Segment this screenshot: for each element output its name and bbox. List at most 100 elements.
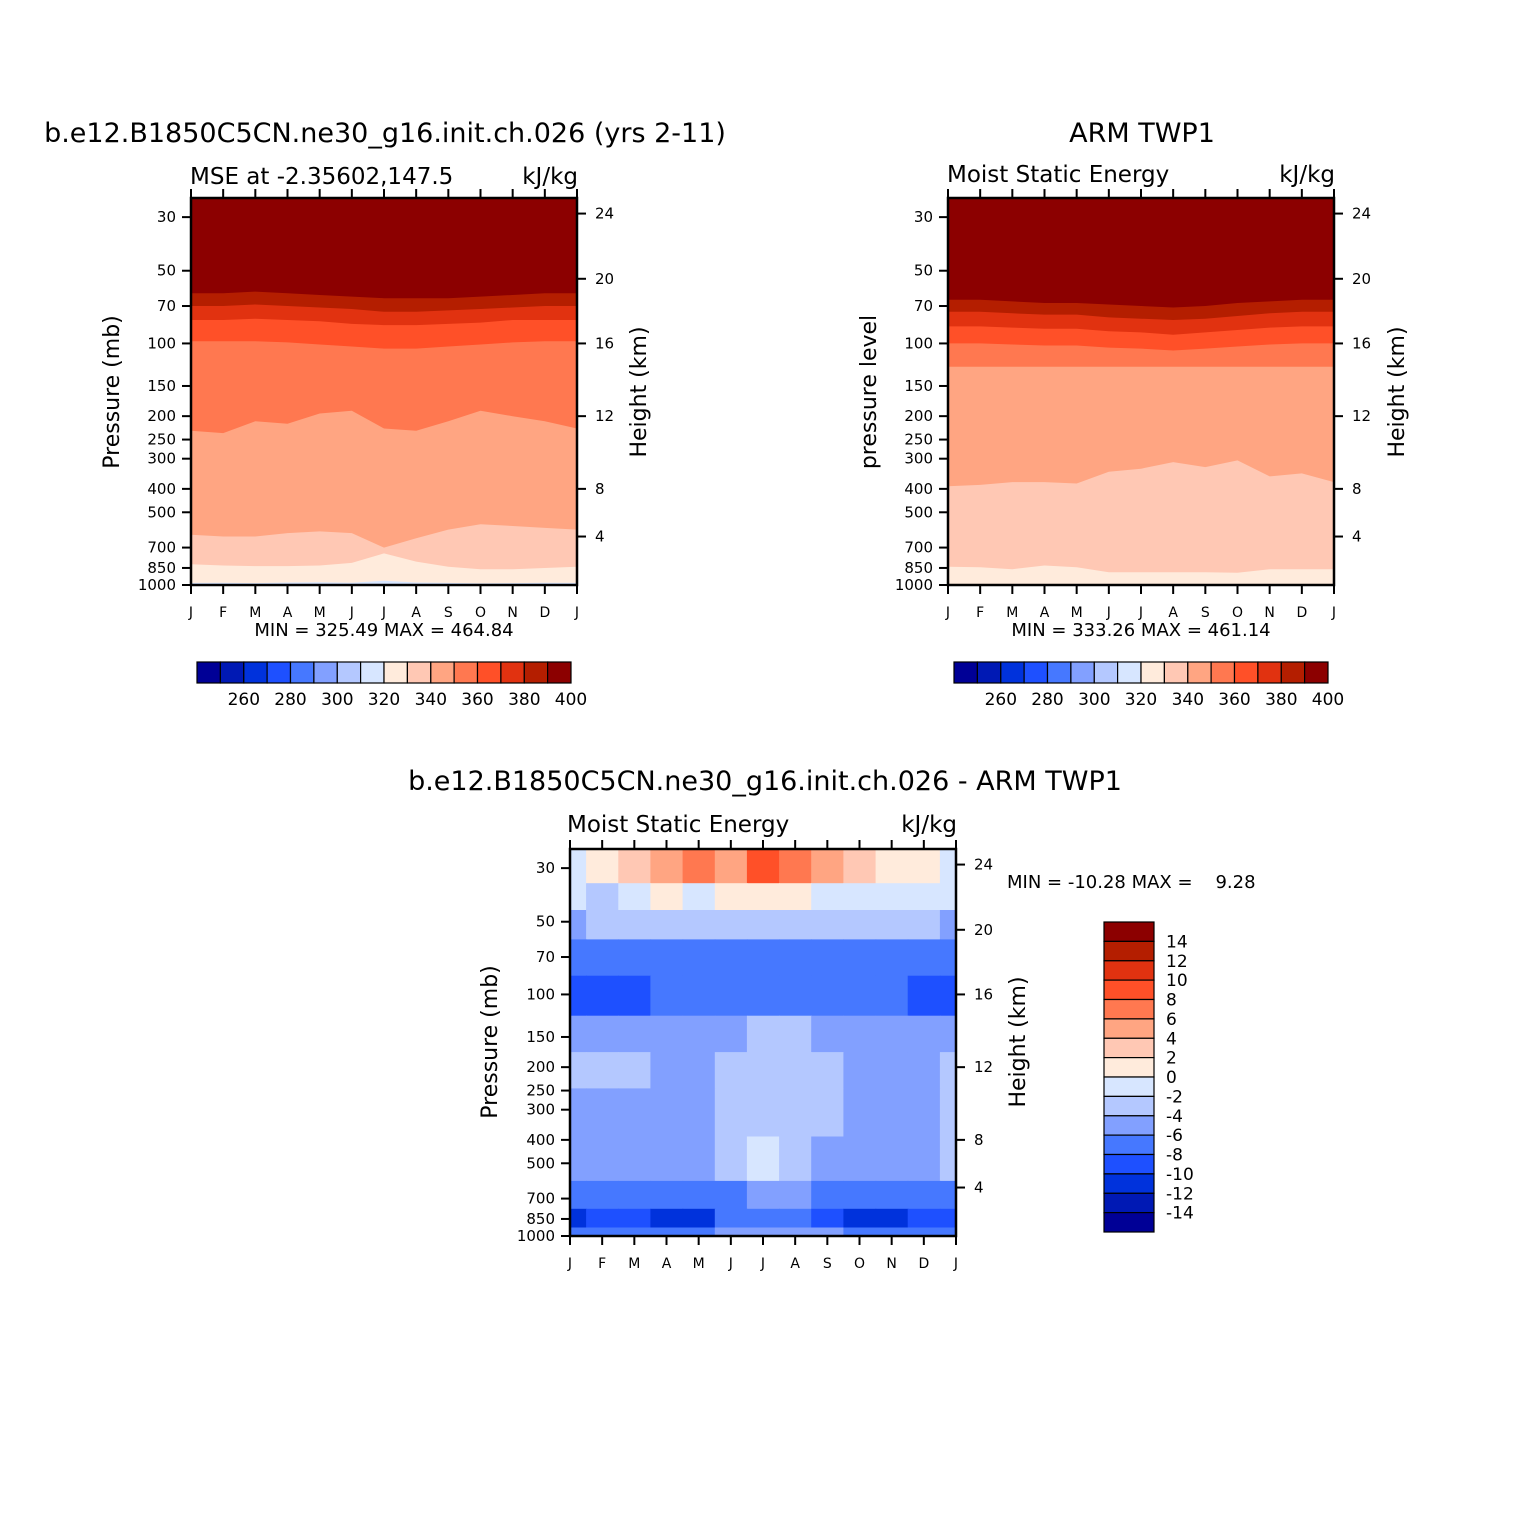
panel-diff-units: kJ/kg (901, 812, 957, 838)
diff-cell (907, 975, 941, 1017)
diff-cell (843, 1052, 877, 1090)
diff-cell (650, 975, 684, 1017)
colorbar-label: 300 (1078, 690, 1110, 710)
diff-cell (811, 1015, 844, 1053)
diff-cell (586, 1136, 619, 1182)
colorbar-swatch (1103, 1192, 1155, 1214)
colorbar-swatch (430, 661, 455, 684)
diff-cell (682, 910, 716, 940)
x-tick-label: J (953, 1256, 958, 1272)
diff-cell (843, 1180, 877, 1210)
diff-cell (570, 1015, 587, 1053)
y-tick-label: 700 (904, 539, 933, 557)
y-tick-label: 850 (526, 1210, 555, 1228)
colorbar-swatch (1303, 661, 1329, 684)
colorbar-label: -12 (1166, 1184, 1194, 1204)
x-tick-label: J (1331, 605, 1336, 621)
panel-model-y-label: Pressure (mb) (100, 315, 125, 469)
x-tick-label: O (1232, 605, 1243, 621)
x-tick-label: F (976, 605, 984, 621)
diff-cell (843, 975, 877, 1017)
colorbar-label: -6 (1166, 1126, 1183, 1146)
diff-cell (586, 939, 619, 977)
diff-cell (714, 1088, 748, 1138)
x-tick-label: J (574, 605, 579, 621)
diff-cell (907, 883, 941, 911)
diff-cell (570, 1208, 587, 1229)
x-tick-label: A (662, 1256, 672, 1272)
diff-cell (682, 1180, 716, 1210)
x-tick-label: J (349, 605, 354, 621)
diff-cell (875, 975, 909, 1017)
y2-tick-label: 16 (974, 985, 993, 1003)
panel-model-colorbar: 260 280 300 320 340 360 380 400 (196, 661, 587, 710)
diff-cell (907, 1015, 941, 1053)
x-tick-label: S (444, 605, 453, 621)
diff-cell (746, 1052, 780, 1090)
colorbar-swatch (196, 661, 221, 684)
diff-cell (907, 1208, 941, 1229)
diff-cell (907, 1227, 941, 1237)
colorbar-swatch (1103, 921, 1155, 942)
diff-cell (746, 883, 780, 911)
y-tick-label: 850 (147, 559, 176, 577)
panel-model-units: kJ/kg (522, 164, 578, 190)
panel-diff-contour-fill (570, 849, 957, 1237)
diff-cell (650, 883, 684, 911)
diff-cell (907, 849, 941, 884)
diff-cell (570, 939, 587, 977)
diff-cell (875, 883, 909, 911)
diff-cell (682, 1015, 716, 1053)
colorbar-swatch (1103, 1076, 1155, 1097)
colorbar-swatch (1103, 1134, 1155, 1156)
panel-model-title: b.e12.B1850C5CN.ne30_g16.init.ch.026 (yr… (44, 118, 726, 149)
colorbar-label: 380 (508, 690, 540, 710)
y-tick-label: 50 (157, 262, 176, 280)
colorbar-swatch (360, 661, 385, 684)
x-tick-label: J (1138, 605, 1143, 621)
x-tick-label: A (411, 605, 421, 621)
colorbar-swatch (1070, 661, 1095, 684)
diff-cell (650, 939, 684, 977)
diff-cell (650, 1052, 684, 1090)
colorbar-swatch (243, 661, 268, 684)
colorbar-label: 12 (1166, 952, 1188, 972)
panel-diff-subtitle: Moist Static Energy (567, 812, 789, 838)
y-tick-label: 200 (526, 1058, 555, 1076)
diff-cell (570, 1227, 587, 1237)
panel-obs: ARM TWP1 Moist Static Energy kJ/kg 30 50 7… (857, 118, 1410, 710)
colorbar-label: 4 (1166, 1029, 1177, 1049)
diff-cell (746, 849, 780, 884)
x-tick-label: O (475, 605, 486, 621)
diff-cell (939, 1208, 957, 1229)
colorbar-label: 260 (985, 690, 1017, 710)
diff-cell (650, 910, 684, 940)
diff-cell (586, 1088, 619, 1138)
colorbar-swatch (1233, 661, 1259, 684)
colorbar-swatch (1103, 940, 1155, 962)
diff-cell (746, 1180, 780, 1210)
diff-cell (843, 910, 877, 940)
diff-cell (746, 939, 780, 977)
panel-obs-colorbar: 260 280 300 320 340 360 380 400 (953, 661, 1344, 710)
diff-cell (618, 849, 652, 884)
panel-model-subtitle: MSE at -2.35602,147.5 (190, 164, 453, 190)
y-tick-label: 500 (904, 503, 933, 521)
y2-tick-label: 12 (1352, 407, 1371, 425)
y-tick-label: 200 (147, 407, 176, 425)
diff-cell (843, 1208, 877, 1229)
colorbar-label: 340 (415, 690, 447, 710)
y-tick-label: 150 (526, 1028, 555, 1046)
x-tick-label: N (507, 605, 517, 621)
y-tick-label: 400 (147, 480, 176, 498)
diff-cell (843, 1136, 877, 1182)
x-tick-label: M (628, 1256, 640, 1272)
diff-cell (907, 1180, 941, 1210)
colorbar-label: 320 (1125, 690, 1157, 710)
diff-cell (714, 883, 748, 911)
y-tick-label: 200 (904, 407, 933, 425)
diff-cell (650, 1088, 684, 1138)
y-tick-label: 100 (904, 334, 933, 352)
